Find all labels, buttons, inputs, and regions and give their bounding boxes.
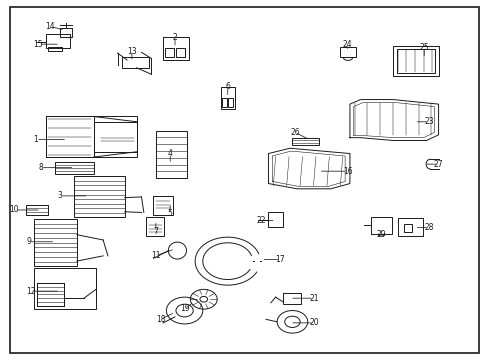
Bar xyxy=(38,283,64,306)
Bar xyxy=(340,47,355,57)
Bar xyxy=(396,49,434,73)
Bar xyxy=(371,217,391,234)
Bar xyxy=(34,219,77,266)
Text: 13: 13 xyxy=(127,47,137,56)
Text: 27: 27 xyxy=(433,159,443,168)
Bar xyxy=(60,28,72,37)
Bar xyxy=(93,122,137,152)
Bar xyxy=(122,57,148,68)
Bar xyxy=(45,33,69,48)
Bar xyxy=(292,138,318,145)
Text: 17: 17 xyxy=(275,255,285,264)
Bar xyxy=(403,224,411,232)
Bar xyxy=(153,196,172,215)
Text: 20: 20 xyxy=(308,318,318,327)
Text: 15: 15 xyxy=(34,40,43,49)
Bar xyxy=(220,86,234,109)
Bar xyxy=(163,37,189,60)
Text: 22: 22 xyxy=(256,216,265,225)
Bar xyxy=(282,293,301,304)
Bar xyxy=(156,131,186,178)
Text: 1: 1 xyxy=(34,135,39,144)
Text: 3: 3 xyxy=(58,192,62,201)
Text: 24: 24 xyxy=(342,40,352,49)
Bar xyxy=(48,47,62,51)
Text: 12: 12 xyxy=(26,287,36,296)
Text: 16: 16 xyxy=(342,167,352,176)
Text: 8: 8 xyxy=(39,163,43,172)
Text: 14: 14 xyxy=(45,22,55,31)
Bar xyxy=(74,176,124,217)
Text: 6: 6 xyxy=(225,82,230,91)
Text: 10: 10 xyxy=(10,206,19,215)
Text: 25: 25 xyxy=(419,43,428,52)
Bar xyxy=(55,162,93,174)
Text: 18: 18 xyxy=(156,315,165,324)
Bar xyxy=(34,268,96,309)
Text: 4: 4 xyxy=(167,149,172,158)
Bar xyxy=(26,205,48,215)
Text: 19: 19 xyxy=(180,304,189,313)
Text: 29: 29 xyxy=(375,230,385,239)
Bar xyxy=(222,98,227,107)
Text: 5: 5 xyxy=(167,209,172,218)
Text: 2: 2 xyxy=(172,33,177,42)
Bar xyxy=(392,46,438,76)
Bar xyxy=(146,217,164,237)
Bar xyxy=(267,212,282,226)
Bar xyxy=(228,98,232,107)
Text: 28: 28 xyxy=(424,223,433,232)
Text: 21: 21 xyxy=(308,294,318,303)
Text: 23: 23 xyxy=(423,117,433,126)
Bar xyxy=(45,117,93,157)
Text: 9: 9 xyxy=(26,237,31,246)
Bar xyxy=(397,218,422,236)
Text: 7: 7 xyxy=(153,227,158,236)
Bar xyxy=(38,283,64,306)
Text: 26: 26 xyxy=(289,128,299,137)
Bar xyxy=(45,117,137,157)
Bar xyxy=(176,48,184,57)
Text: 11: 11 xyxy=(151,251,160,260)
Bar xyxy=(165,48,174,57)
